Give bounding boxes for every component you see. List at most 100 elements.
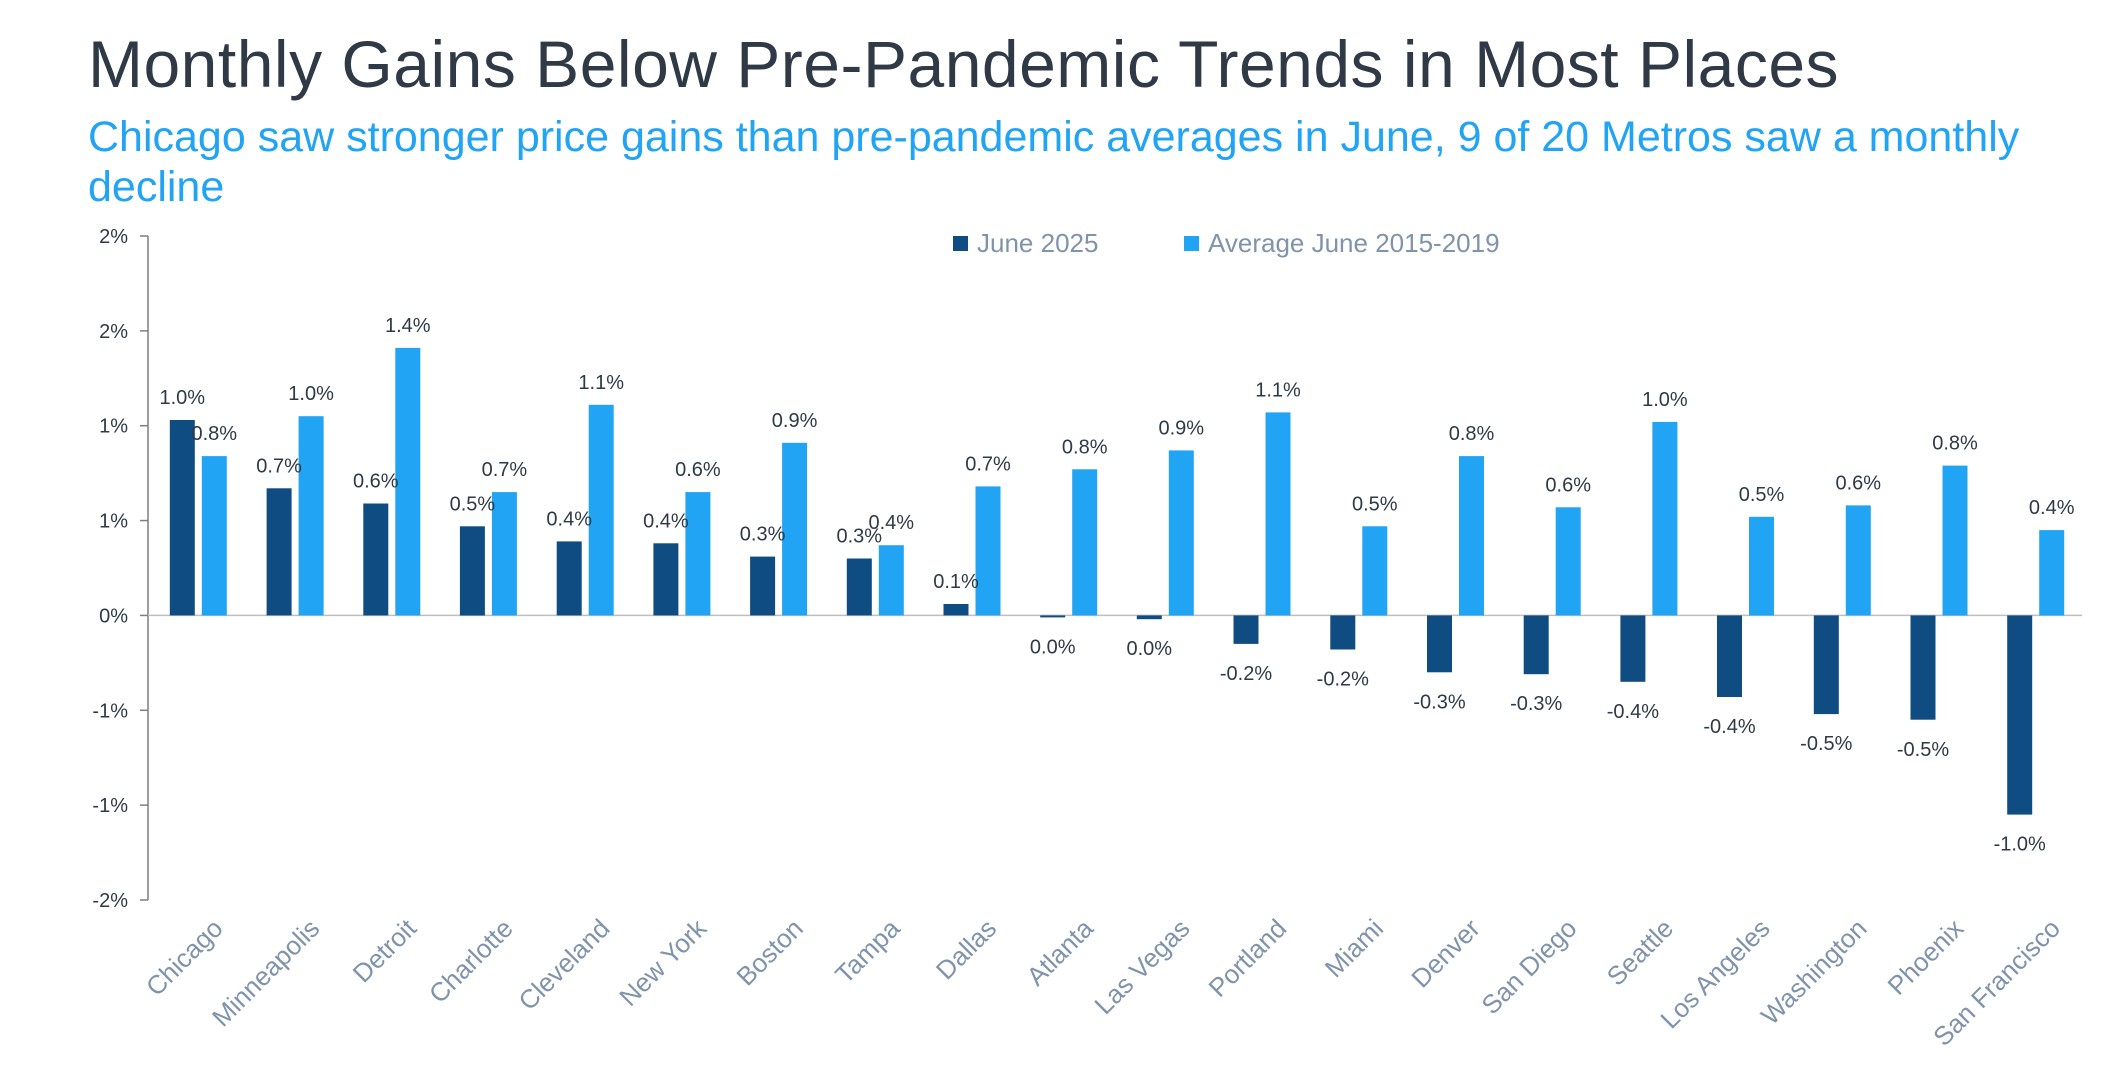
data-label: 0.5%: [450, 493, 496, 515]
data-label: 0.7%: [256, 455, 302, 477]
data-label: -1.0%: [1994, 834, 2046, 856]
x-category-label: Boston: [730, 913, 808, 991]
data-label: 1.1%: [578, 372, 624, 394]
data-label: 0.6%: [1545, 474, 1591, 496]
data-label: 0.6%: [1836, 472, 1882, 494]
bar-avg-2015-2019-minneapolis: [298, 416, 324, 616]
data-label: 0.6%: [353, 471, 399, 493]
data-label: 1.0%: [288, 383, 334, 405]
x-category-label: Las Vegas: [1088, 913, 1195, 1020]
bar-june-2025-detroit: [363, 503, 389, 616]
data-label: 0.8%: [192, 423, 238, 445]
data-label: 0.0%: [1127, 638, 1173, 660]
chart-subtitle: Chicago saw stronger price gains than pr…: [88, 113, 2020, 211]
bars: [169, 347, 2065, 815]
data-label: -0.3%: [1510, 693, 1562, 715]
bar-avg-2015-2019-seattle: [1652, 421, 1678, 616]
data-label: 1.4%: [385, 315, 431, 337]
bar-avg-2015-2019-denver: [1459, 456, 1484, 616]
bar-avg-2015-2019-charlotte: [491, 492, 517, 616]
data-label: -0.4%: [1607, 701, 1659, 723]
y-tick-label: -2%: [92, 890, 128, 912]
x-category-label: Charlotte: [423, 913, 519, 1009]
bar-june-2025-charlotte: [459, 526, 485, 616]
y-tick-label: 1%: [99, 416, 128, 438]
bar-june-2025-new-york: [653, 543, 679, 616]
data-label: 0.5%: [1739, 484, 1785, 506]
bar-june-2025-chicago: [169, 420, 195, 616]
y-tick-label: 1%: [99, 511, 128, 533]
bar-june-2025-minneapolis: [266, 488, 292, 616]
data-label: 0.8%: [1932, 433, 1978, 455]
x-category-label: Dallas: [930, 913, 1002, 985]
bar-june-2025-dallas: [943, 604, 969, 616]
x-category-label: Portland: [1203, 913, 1293, 1003]
y-tick-label: -1%: [92, 795, 128, 817]
bar-avg-2015-2019-phoenix: [1942, 465, 1968, 616]
bar-june-2025-cleveland: [556, 541, 582, 616]
data-label: 0.3%: [740, 524, 786, 546]
x-category-label: Chicago: [140, 913, 229, 1002]
x-category-label: Seattle: [1601, 913, 1679, 991]
bar-avg-2015-2019-tampa: [878, 545, 904, 616]
x-category-label: Miami: [1319, 913, 1389, 983]
bar-avg-2015-2019-san-francisco: [2039, 530, 2065, 616]
x-category-label: Tampa: [829, 913, 906, 990]
legend-label-june-2025: June 2025: [977, 228, 1098, 258]
x-category-label: Cleveland: [512, 913, 615, 1016]
y-tick-label: 0%: [99, 605, 128, 627]
x-category-label: Detroit: [347, 912, 423, 988]
bar-avg-2015-2019-atlanta: [1072, 469, 1098, 616]
y-tick-label: 2%: [99, 226, 128, 248]
bar-june-2025-portland: [1233, 615, 1259, 644]
bar-avg-2015-2019-boston: [782, 442, 808, 616]
bar-june-2025-las-vegas: [1136, 615, 1162, 620]
bar-june-2025-san-diego: [1523, 615, 1549, 675]
bar-avg-2015-2019-dallas: [975, 486, 1001, 616]
bar-june-2025-denver: [1427, 615, 1452, 673]
bar-avg-2015-2019-chicago: [201, 456, 227, 616]
data-label: 0.9%: [1159, 417, 1205, 439]
bar-june-2025-los-angeles: [1717, 615, 1742, 697]
data-label: 0.0%: [1030, 636, 1076, 658]
legend-swatch-june-2025: [953, 236, 968, 251]
y-tick-label: 2%: [99, 321, 128, 343]
data-label: 0.6%: [675, 459, 721, 481]
legend: June 2025 Average June 2015-2019: [953, 228, 1500, 258]
data-label: 1.0%: [160, 387, 206, 409]
bar-avg-2015-2019-las-vegas: [1168, 450, 1194, 616]
data-label: 0.4%: [546, 508, 592, 530]
data-label: -0.5%: [1800, 733, 1852, 755]
bar-june-2025-miami: [1330, 615, 1356, 650]
data-label: -0.3%: [1413, 691, 1465, 713]
bar-avg-2015-2019-cleveland: [588, 404, 614, 616]
x-category-label: New York: [613, 912, 713, 1012]
data-label: -0.5%: [1897, 739, 1949, 761]
x-category-label: Washington: [1755, 913, 1873, 1031]
legend-label-average-june-2015-2019: Average June 2015-2019: [1208, 228, 1500, 258]
bar-june-2025-tampa: [846, 558, 872, 616]
data-label: -0.4%: [1703, 716, 1755, 738]
bar-avg-2015-2019-washington: [1845, 505, 1871, 616]
data-label: 1.1%: [1255, 379, 1301, 401]
data-label: 0.1%: [933, 571, 979, 593]
legend-swatch-average-june-2015-2019: [1184, 236, 1199, 251]
data-labels: 1.0% 0.8% 0.7% 1.0% 0.6% 1.4% 0.5% 0.7% 0.4% 1.1%…: [160, 315, 2075, 856]
data-label: 0.8%: [1449, 423, 1495, 445]
data-label: 0.4%: [643, 510, 689, 532]
data-label: -0.2%: [1220, 663, 1272, 685]
bar-avg-2015-2019-miami: [1362, 526, 1388, 616]
bar-june-2025-seattle: [1620, 615, 1646, 682]
bar-june-2025-san-francisco: [2007, 615, 2033, 815]
bar-avg-2015-2019-los-angeles: [1749, 516, 1774, 616]
data-label: 0.7%: [482, 459, 528, 481]
x-category-label: San Diego: [1475, 913, 1582, 1020]
bar-june-2025-boston: [750, 556, 776, 616]
bar-june-2025-phoenix: [1910, 615, 1936, 720]
data-label: 0.9%: [772, 410, 818, 432]
data-label: 0.5%: [1352, 493, 1398, 515]
x-category-label: Atlanta: [1020, 913, 1099, 992]
bar-avg-2015-2019-new-york: [685, 492, 711, 616]
